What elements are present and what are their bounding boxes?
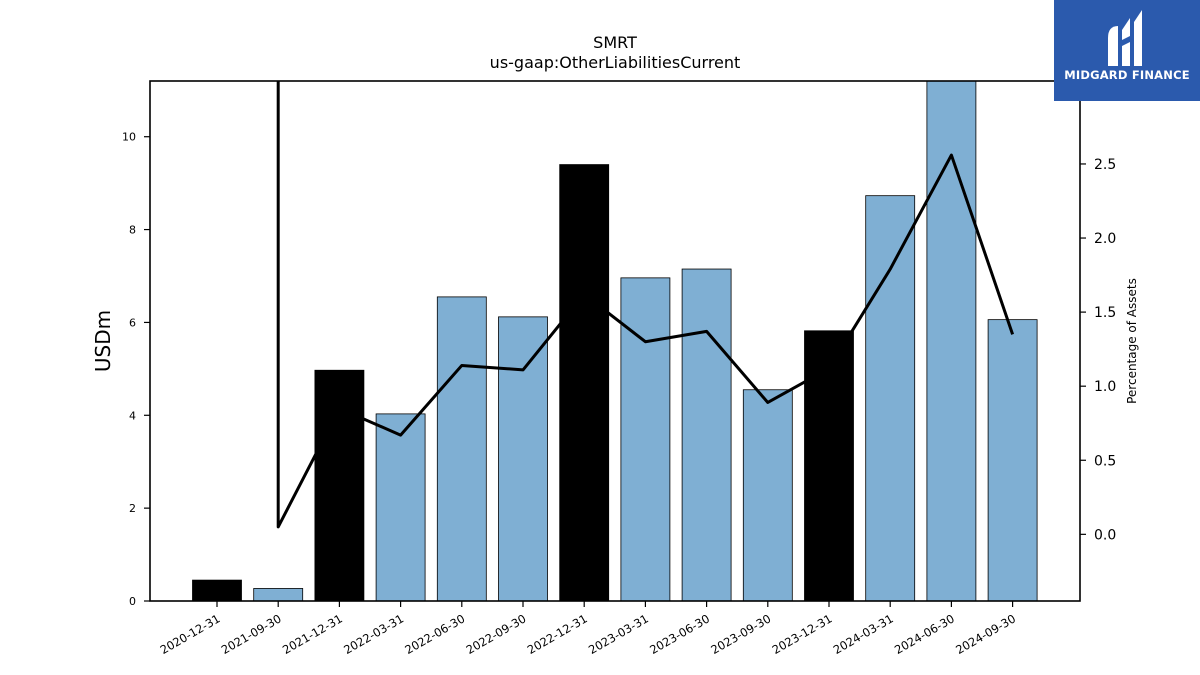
x-tick-label: 2023-12-31 [770,611,835,657]
y2-tick-label: 1.5 [1094,305,1116,321]
bar-2023-06-30 [681,268,732,602]
bar-2022-12-31 [559,164,610,602]
y-tick-label: 2 [129,502,136,515]
y-tick-label: 6 [129,316,136,329]
x-tick-label: 2022-12-31 [525,611,590,657]
x-tick-label: 2023-03-31 [586,611,651,657]
bar-2021-09-30 [253,588,304,602]
x-tick-label: 2020-12-31 [158,611,223,657]
bar-2020-12-31 [192,579,242,602]
x-tick-label: 2024-03-31 [831,611,896,657]
chart-title: SMRT [593,33,637,52]
bar-2021-12-31 [314,369,365,602]
bar-2024-06-30 [926,80,977,602]
y-tick-label: 4 [129,409,136,422]
midgard-finance-logo: MIDGARD FINANCE [1054,0,1200,101]
y2-tick-label: 1.0 [1094,379,1116,395]
bar-2022-06-30 [436,296,487,602]
y2-tick-label: 0.0 [1094,527,1116,543]
x-tick-label: 2024-09-30 [953,611,1018,657]
bar-2024-09-30 [987,319,1038,602]
x-tick-label: 2024-06-30 [892,611,957,657]
x-tick-label: 2021-12-31 [280,611,345,657]
y-tick-label: 10 [122,131,136,144]
bar-2023-09-30 [742,389,793,602]
y-axis-label: USDm [91,310,115,372]
x-tick-label: 2023-06-30 [647,611,712,657]
logo-mark-icon [1108,10,1142,66]
x-tick-label: 2022-03-31 [341,611,406,657]
bar-2023-12-31 [804,330,854,602]
bar-2022-03-31 [375,413,426,602]
x-tick-label: 2023-09-30 [708,611,773,657]
plot-frame [149,80,1081,602]
y2-tick-label: 2.5 [1094,157,1116,173]
y2-tick-label: 0.5 [1094,453,1116,469]
chart-subtitle: us-gaap:OtherLiabilitiesCurrent [490,53,741,72]
y-tick-label: 0 [129,595,136,608]
percentage-line [276,81,1015,529]
bar-2024-03-31 [865,195,916,602]
y2-axis-label: Percentage of Assets [1125,278,1139,404]
logo-text: MIDGARD FINANCE [1064,68,1190,82]
x-tick-label: 2022-09-30 [464,611,529,657]
x-tick-label: 2021-09-30 [219,611,284,657]
bar-2022-09-30 [498,316,548,602]
x-tick-label: 2022-06-30 [402,611,467,657]
y2-tick-label: 2.0 [1094,231,1116,247]
y-tick-label: 8 [129,224,136,237]
bar-2023-03-31 [620,277,671,602]
